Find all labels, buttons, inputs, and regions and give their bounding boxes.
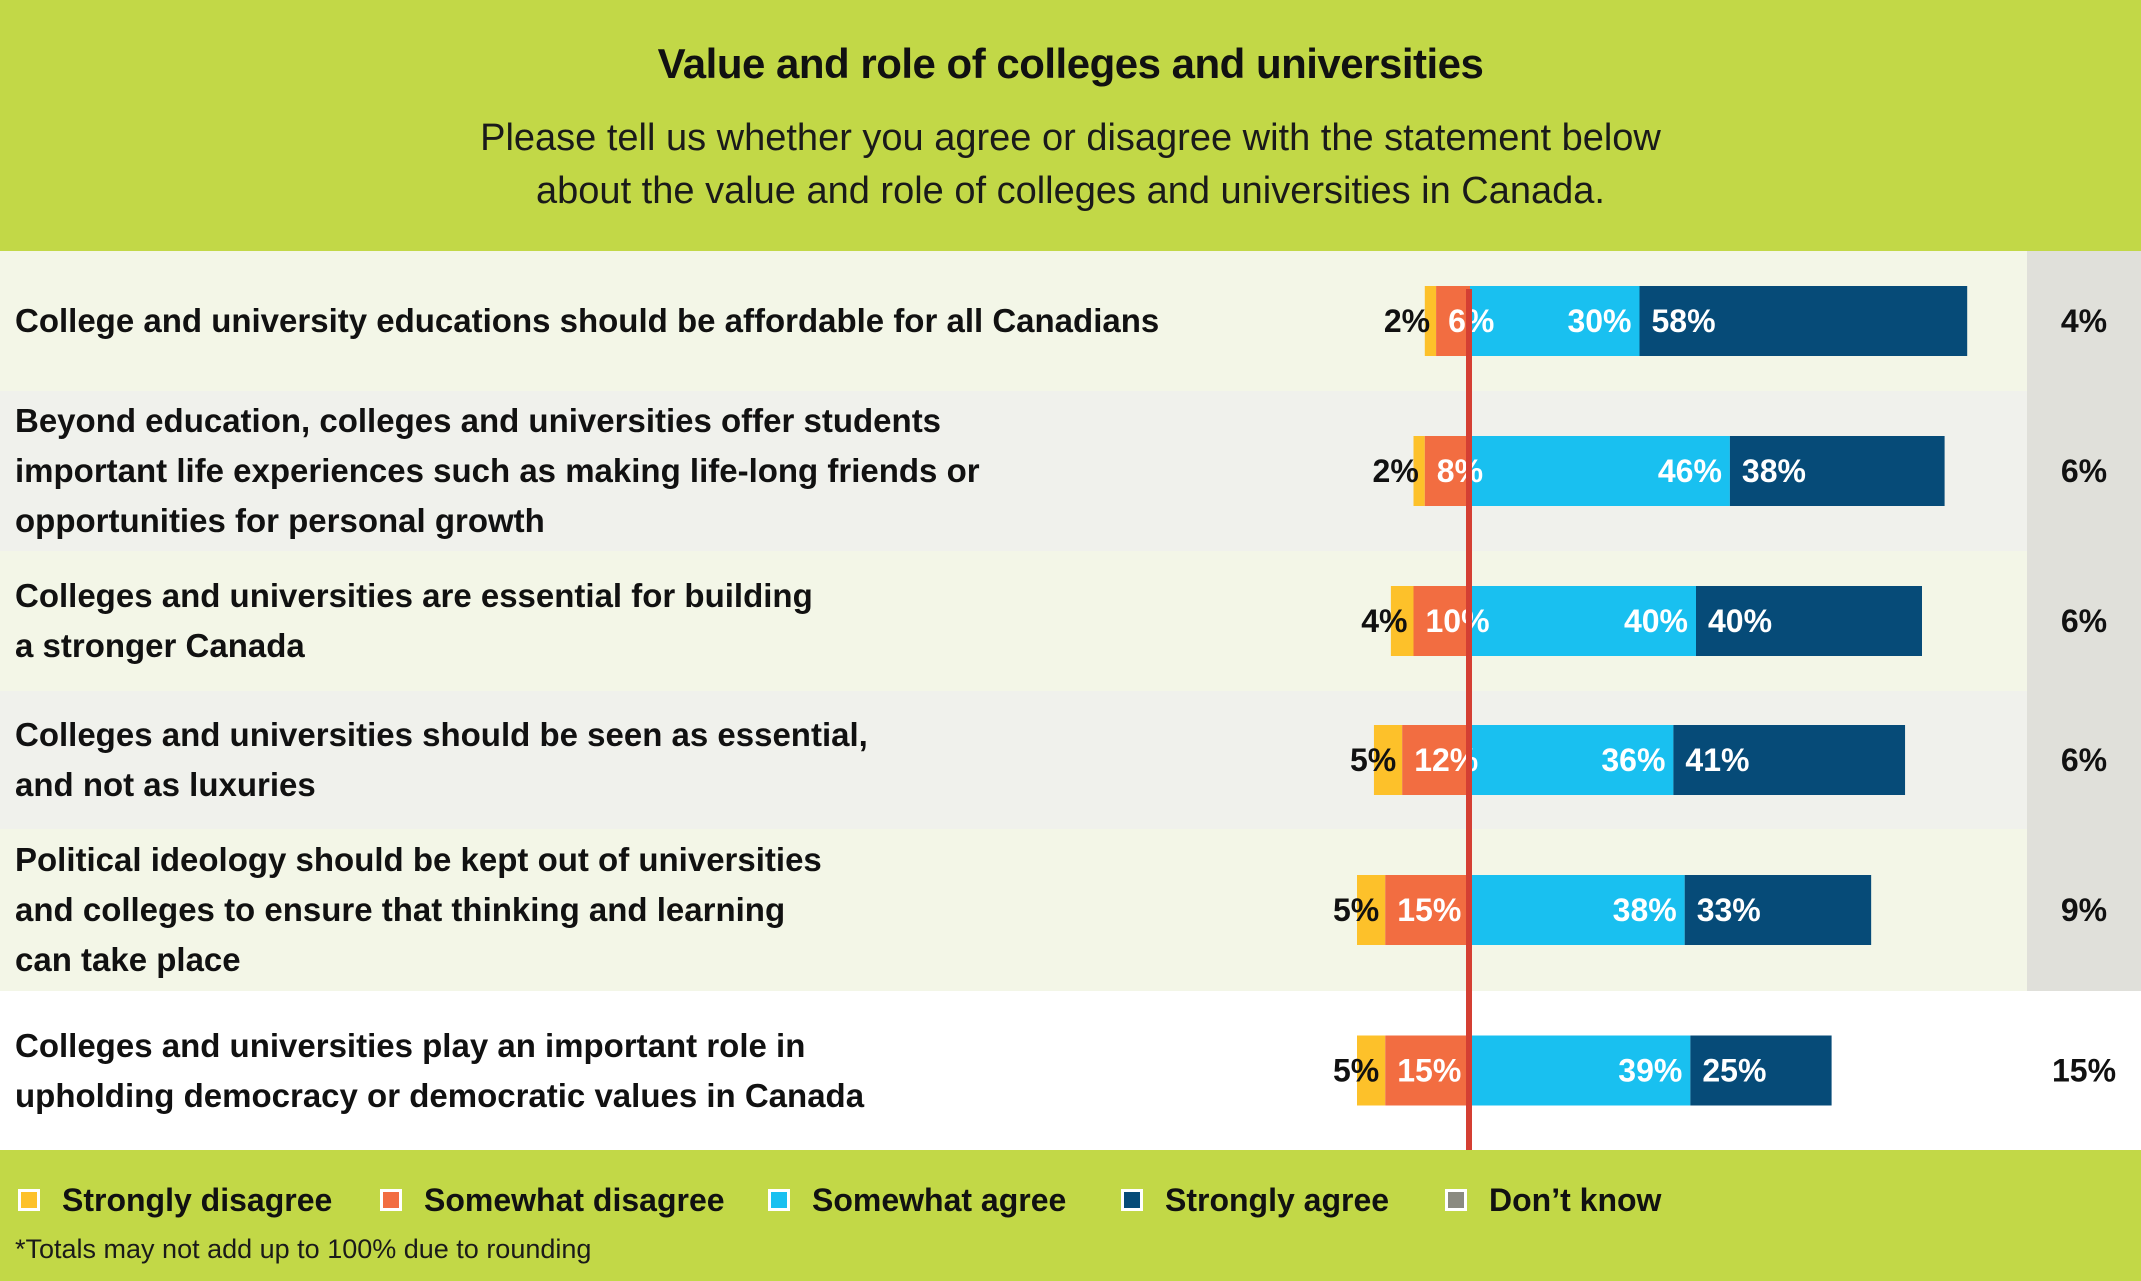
legend-swatch [768,1189,790,1211]
header: Value and role of colleges and universit… [0,0,2141,251]
dont-know-cell [2027,991,2141,1150]
data-label-dont-know: 9% [2061,892,2107,928]
legend-label: Strongly disagree [62,1182,333,1218]
category-label-line: Political ideology should be kept out of… [15,841,822,878]
category-label-line: can take place [15,941,241,978]
category-label-line: Colleges and universities are essential … [15,577,813,614]
bar-somewhat-agree [1470,725,1674,795]
bar-strongly-agree [1639,286,1968,356]
category-label-line: Beyond education, colleges and universit… [15,402,942,439]
data-label-strongly-disagree: 2% [1373,453,1419,489]
data-label-somewhat-agree: 30% [1567,303,1631,339]
data-label-somewhat-disagree: 10% [1426,603,1490,639]
dont-know-cell [2027,391,2141,551]
bar-somewhat-disagree [1385,1035,1470,1106]
category-label-line: upholding democracy or democratic values… [15,1076,865,1114]
data-label-somewhat-disagree: 15% [1397,1053,1461,1089]
bar-strongly-disagree [1357,1035,1386,1106]
legend-label: Don’t know [1489,1182,1662,1218]
data-label-somewhat-agree: 46% [1658,453,1722,489]
bar-somewhat-agree [1470,1035,1691,1106]
bar-strongly-disagree [1390,586,1414,656]
data-label-strongly-agree: 25% [1702,1053,1766,1089]
category-label-line: Colleges and universities play an import… [15,1026,806,1064]
bar-strongly-agree [1729,436,1945,506]
category-label-line: Colleges and universities should be seen… [15,716,868,753]
data-label-dont-know: 6% [2061,453,2107,489]
category-label-line: and not as luxuries [15,766,316,803]
data-label-strongly-agree: 38% [1742,453,1806,489]
bar-strongly-agree [1696,586,1922,656]
category-label: Colleges and universities should be seen… [15,710,868,810]
category-label: College and university educations should… [15,296,1159,346]
bar-somewhat-disagree [1413,586,1470,656]
data-label-strongly-disagree: 5% [1333,1053,1379,1089]
center-line [1466,289,1472,1150]
data-label-strongly-disagree: 2% [1384,303,1430,339]
chart-canvas: 2% 6% 30% 58% 4% 2% 8% 46% 38% 6% 4% 10% 40% 40% 6% 5% 1… [0,251,2141,1150]
data-label-strongly-disagree: 4% [1361,603,1407,639]
data-label-strongly-agree: 33% [1697,892,1761,928]
data-label-dont-know: 4% [2061,303,2107,339]
data-label-somewhat-agree: 39% [1618,1053,1682,1089]
category-label-line: important life experiences such as makin… [15,452,980,489]
legend-swatch [1121,1189,1143,1211]
legend-label: Somewhat agree [812,1182,1067,1218]
category-label-line: College and university educations should… [15,302,1160,339]
category-label-line: a stronger Canada [15,627,305,664]
data-label-strongly-disagree: 5% [1350,742,1396,778]
legend-swatch [380,1189,402,1211]
bar-strongly-agree [1690,1035,1832,1106]
data-label-strongly-agree: 40% [1708,603,1772,639]
data-label-somewhat-agree: 40% [1624,603,1688,639]
category-label: Beyond education, colleges and universit… [15,396,980,546]
footnote: *Totals may not add up to 100% due to ro… [15,1234,592,1264]
dont-know-cell [2027,251,2141,391]
bar-strongly-agree [1673,725,1906,795]
chart-subtitle-line-2: about the value and role of colleges and… [536,170,1605,212]
bar-somewhat-disagree [1385,875,1470,945]
data-label-dont-know: 6% [2061,742,2107,778]
data-label-dont-know: 15% [2052,1053,2116,1089]
bar-somewhat-agree [1470,436,1730,506]
bar-somewhat-agree [1470,875,1685,945]
category-label-line: opportunities for personal growth [15,502,545,539]
data-label-dont-know: 6% [2061,603,2107,639]
legend-swatch [18,1189,40,1211]
dont-know-cell [2027,829,2141,991]
dont-know-cell [2027,551,2141,691]
bar-somewhat-agree [1470,286,1640,356]
category-label-line: and colleges to ensure that thinking and… [15,891,786,928]
bar-somewhat-agree [1470,586,1696,656]
chart-subtitle-line-1: Please tell us whether you agree or disa… [480,117,1661,159]
legend-label: Somewhat disagree [424,1182,725,1218]
data-label-strongly-agree: 58% [1652,303,1716,339]
bar-somewhat-disagree [1436,286,1470,356]
dont-know-cell [2027,691,2141,829]
bar-strongly-agree [1684,875,1872,945]
legend-label: Strongly agree [1165,1182,1390,1218]
bar-somewhat-disagree [1402,725,1470,795]
bar-strongly-disagree [1357,875,1386,945]
data-label-somewhat-disagree: 15% [1397,892,1461,928]
data-label-somewhat-agree: 36% [1601,742,1665,778]
diverging-bar-chart: 2% 6% 30% 58% 4% 2% 8% 46% 38% 6% 4% 10% 40% 40% 6% 5% 1… [0,251,2141,1150]
category-label: Colleges and universities are essential … [15,571,813,671]
category-label: Political ideology should be kept out of… [15,835,822,985]
bar-strongly-disagree [1373,725,1403,795]
data-label-somewhat-agree: 38% [1613,892,1677,928]
footer: Strongly disagree Somewhat disagree Somewh… [0,1150,2141,1281]
data-label-strongly-agree: 41% [1685,742,1749,778]
data-label-somewhat-disagree: 8% [1437,453,1483,489]
category-label: Colleges and universities play an import… [15,1021,864,1121]
chart-title: Value and role of colleges and universit… [657,40,1484,87]
bar-strongly-disagree [1424,286,1437,356]
bar-strongly-disagree [1413,436,1425,506]
data-label-strongly-disagree: 5% [1333,892,1379,928]
legend-swatch [1445,1189,1467,1211]
bar-somewhat-disagree [1424,436,1470,506]
